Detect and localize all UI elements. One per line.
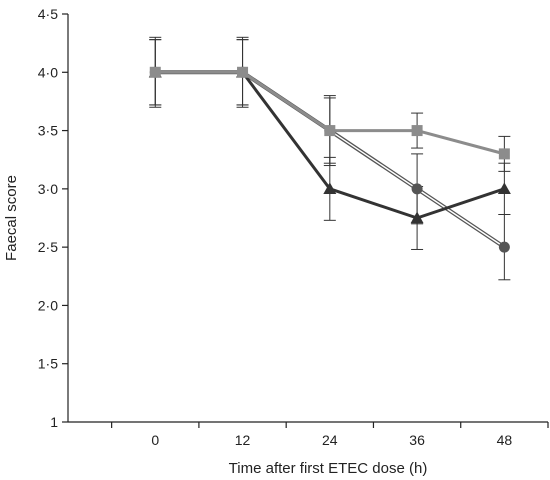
series-layer [148, 36, 511, 281]
x-tick-label: 12 [235, 432, 251, 448]
x-tick-label: 36 [409, 432, 425, 448]
x-tick-label: 0 [151, 432, 159, 448]
error-bars-square [149, 36, 511, 172]
y-tick-label: 4·5 [38, 6, 58, 22]
y-axis-title: Faecal score [3, 175, 20, 261]
data-point-square [237, 66, 249, 78]
data-point-circle [498, 241, 510, 253]
series-square [149, 66, 510, 160]
y-tick-label: 2·5 [38, 239, 58, 255]
data-point-square [498, 148, 510, 160]
y-axis: 1 1·5 2·0 2·5 3·0 3·5 4·0 4·5 [38, 6, 69, 430]
data-point-circle [411, 183, 423, 195]
data-point-triangle [323, 182, 337, 195]
data-point-triangle [410, 211, 424, 224]
data-point-square [324, 125, 336, 137]
y-tick-label: 2·0 [38, 297, 58, 313]
x-axis-title: Time after first ETEC dose (h) [229, 460, 428, 477]
y-tick-label: 1·5 [38, 356, 58, 372]
x-tick-label: 48 [497, 432, 513, 448]
y-tick-label: 1 [50, 414, 58, 430]
y-tick-label: 3·5 [38, 123, 58, 139]
data-point-square [149, 66, 161, 78]
y-tick-label: 3·0 [38, 181, 58, 197]
y-tick-label: 4·0 [38, 64, 58, 80]
x-axis: 0 12 24 36 48 [68, 421, 549, 448]
x-tick-label: 24 [322, 432, 338, 448]
data-point-triangle [497, 182, 511, 195]
data-point-square [411, 125, 423, 137]
